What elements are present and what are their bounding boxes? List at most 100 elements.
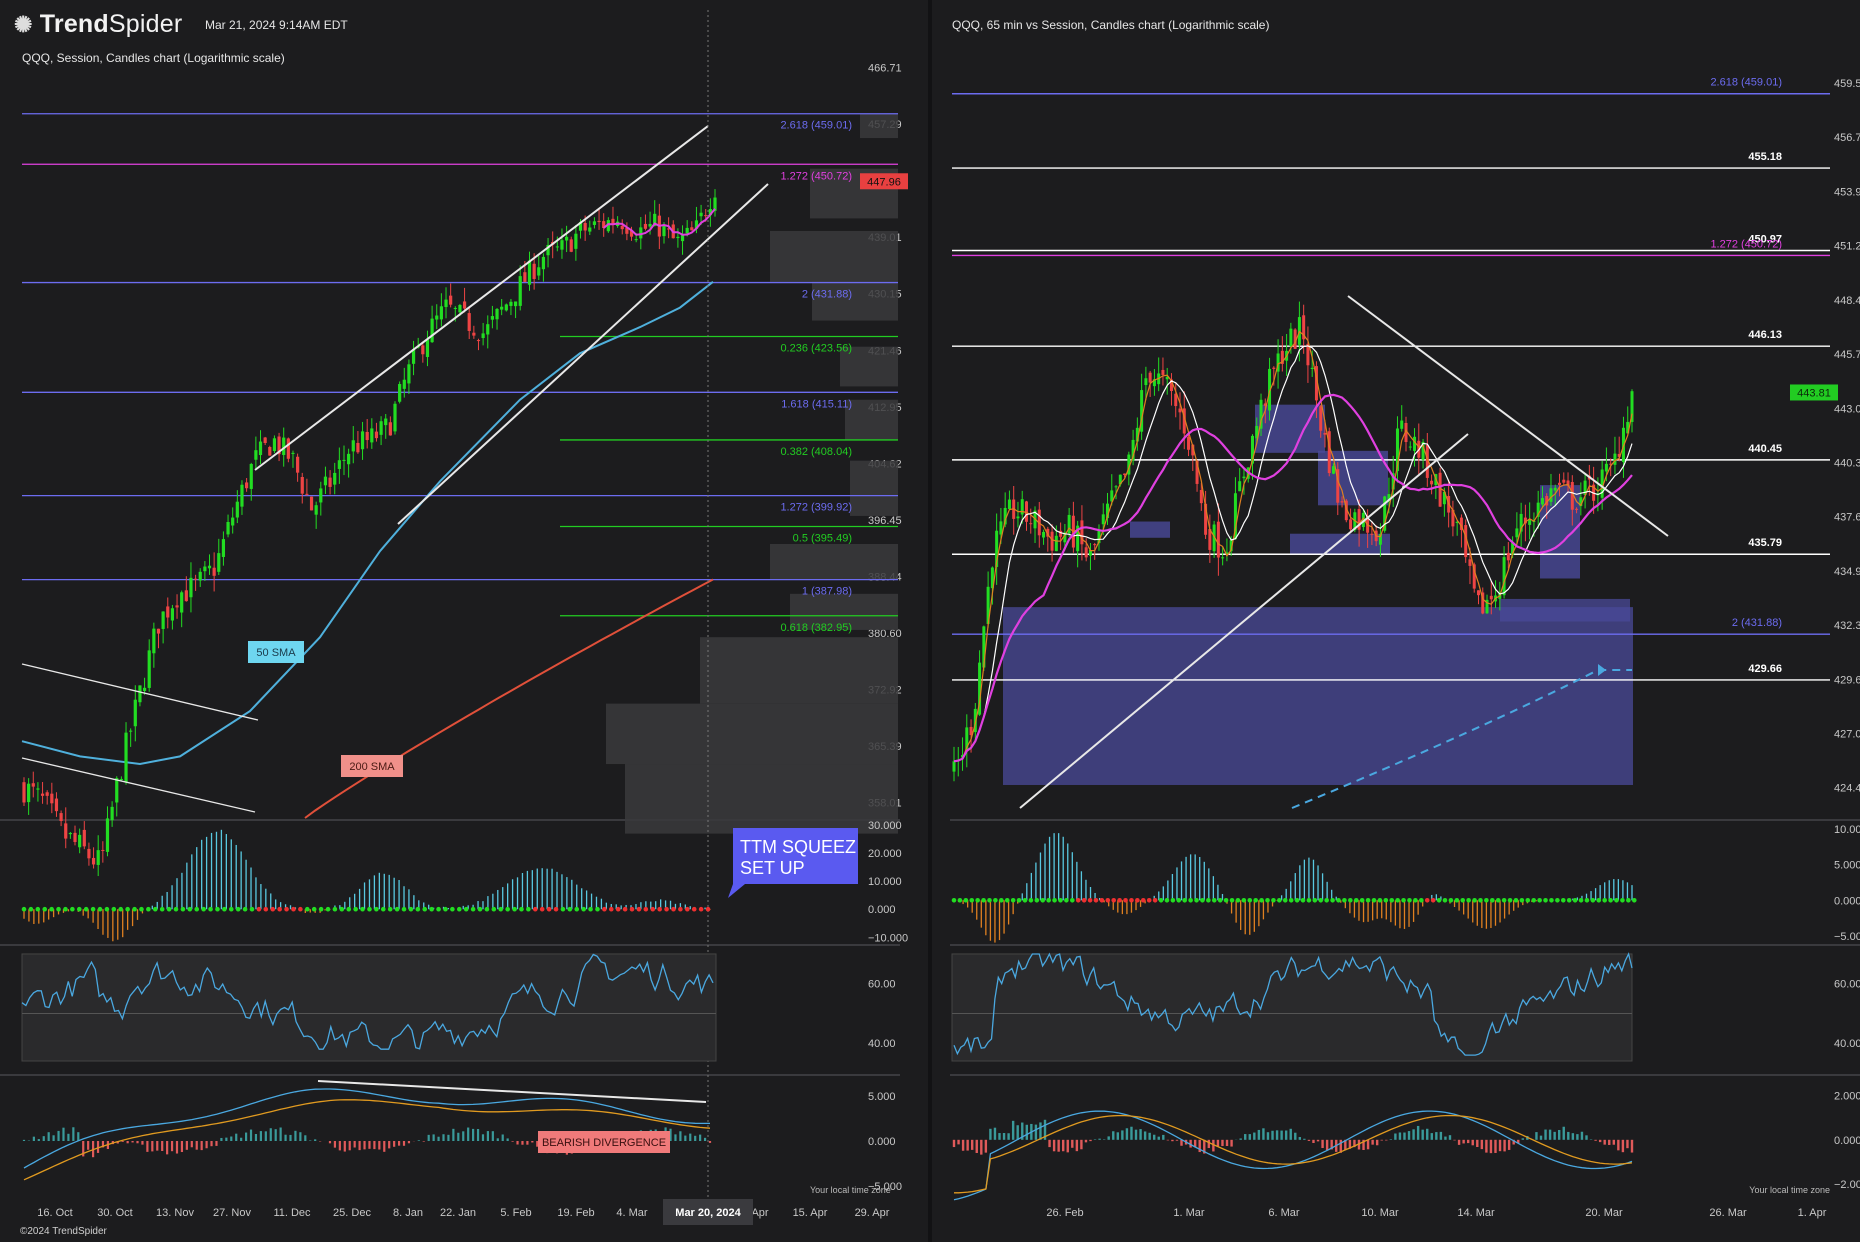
right-macd-tick: −2.000: [1834, 1179, 1860, 1191]
brand-light: Spider: [108, 10, 183, 38]
right-squeeze-dot: [963, 897, 969, 903]
candle-body: [639, 227, 643, 239]
right-squeeze-dot: [1507, 897, 1513, 903]
right-date-tick: 26. Mar: [1709, 1207, 1747, 1219]
left-squeeze-dot: [643, 906, 649, 912]
candle-body: [588, 227, 592, 232]
left-squeeze-dot: [532, 906, 538, 912]
left-squeeze-dot: [546, 906, 552, 912]
right-squeeze-dot: [1342, 897, 1347, 903]
right-squeeze-dot: [1383, 897, 1389, 903]
candle-body: [504, 304, 508, 311]
right-squeeze-dot: [1046, 897, 1051, 903]
right-squeeze-dot: [1070, 897, 1075, 903]
candle-body: [370, 428, 374, 443]
candle-body: [578, 221, 583, 231]
left-squeeze-dot: [574, 906, 580, 912]
candle-body: [1268, 368, 1272, 411]
candle-body: [1029, 523, 1033, 525]
bearish-divergence-label: BEARISH DIVERGENCE: [542, 1137, 666, 1149]
short-ma-line: [603, 208, 716, 236]
right-squeeze-dot: [1324, 897, 1329, 903]
right-squeeze-dot: [1614, 897, 1619, 903]
left-squeeze-dot: [104, 906, 110, 912]
candle-body: [999, 521, 1003, 535]
left-current-price: 447.96: [867, 176, 901, 188]
candle-body: [402, 379, 406, 389]
right-level-label: 450.97: [1748, 234, 1782, 246]
candle-body: [1319, 406, 1323, 431]
right-rsi-tick: 60.00: [1834, 979, 1860, 991]
left-date-tick: Apr: [751, 1207, 768, 1219]
left-squeeze-dot: [111, 906, 117, 912]
candle-body: [1604, 463, 1608, 472]
right-timezone-label: Your local time zone: [1749, 1185, 1830, 1195]
candle-body: [546, 244, 550, 256]
candle-body: [1250, 435, 1254, 464]
candle-body: [59, 813, 63, 821]
left-squeeze-dot: [622, 906, 628, 912]
right-date-tick: 20. Mar: [1585, 1207, 1623, 1219]
candle-body: [472, 332, 476, 336]
right-rsi-tick: 40.00: [1834, 1038, 1860, 1050]
right-squeeze-dot: [1312, 897, 1318, 903]
candle-body: [1459, 517, 1463, 530]
candle-body: [1570, 482, 1574, 510]
candle-body: [231, 517, 235, 526]
candle-body: [1093, 544, 1097, 546]
supply-zone: [1130, 521, 1170, 538]
left-squeeze-dot: [664, 906, 669, 912]
candle-body: [1042, 531, 1046, 538]
candle-body: [523, 272, 527, 282]
candle-body: [166, 606, 170, 618]
left-macd-tick: 0.000: [868, 1136, 896, 1148]
copyright: ©2024 TrendSpider: [20, 1226, 107, 1237]
right-squeeze-dot: [1513, 897, 1519, 903]
right-squeeze-dot: [1277, 897, 1282, 903]
left-squeeze-dot: [139, 906, 144, 912]
right-level-label: 440.45: [1748, 443, 1782, 455]
right-squeeze-dot: [1371, 897, 1377, 903]
right-squeeze-dot: [1253, 897, 1258, 903]
left-squeeze-dot: [249, 906, 255, 912]
right-current-price-tag: [1790, 384, 1838, 401]
right-squeeze-dot: [1058, 897, 1063, 903]
candle-body: [1114, 486, 1118, 488]
left-squeeze-dot: [678, 906, 683, 912]
candle-body: [500, 306, 504, 310]
left-squeeze-dot: [374, 906, 379, 912]
candle-body: [653, 213, 657, 226]
candle-body: [1528, 519, 1532, 525]
right-squeeze-dot: [1359, 897, 1365, 903]
candle-body: [990, 567, 994, 589]
left-squeeze-dot: [42, 906, 48, 912]
candle-body: [995, 530, 999, 567]
candle-body: [184, 590, 188, 602]
candle-body: [1174, 393, 1178, 407]
left-squeeze-dot: [415, 906, 421, 912]
left-squeeze-dot: [360, 906, 365, 912]
left-squeeze-dot: [28, 906, 34, 912]
supply-zone: [1290, 533, 1390, 555]
right-squeeze-dot: [1318, 897, 1324, 903]
right-date-tick: 6. Mar: [1268, 1207, 1300, 1219]
right-squeeze-dot: [1419, 897, 1424, 903]
right-date-tick: 26. Feb: [1046, 1207, 1083, 1219]
right-price-tick: 448.47: [1834, 295, 1860, 307]
right-squeeze-dot: [1182, 897, 1188, 903]
sma-200-tag: [341, 755, 403, 777]
candle-body: [1178, 408, 1182, 413]
right-squeeze-dot: [1596, 897, 1602, 903]
candle-body: [393, 403, 397, 432]
candle-body: [1391, 473, 1395, 490]
left-squeeze-dot: [443, 906, 448, 912]
right-date-tick: 14. Mar: [1457, 1207, 1495, 1219]
left-squeeze-dot: [166, 906, 172, 912]
left-rsi-band: [21, 953, 717, 1062]
right-squeeze-dot: [1140, 897, 1146, 903]
right-level-label: 2 (431.88): [1732, 617, 1782, 629]
volume-profile-bar: [850, 460, 898, 516]
left-date-tick: 27. Nov: [213, 1207, 251, 1219]
candle-body: [1489, 595, 1493, 600]
